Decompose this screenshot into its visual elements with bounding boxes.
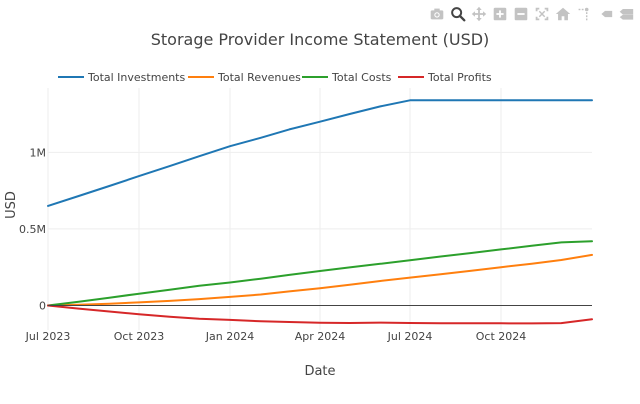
zoom-button[interactable] (448, 4, 468, 24)
spike-lines-icon (575, 5, 593, 23)
zoom-in-icon (491, 5, 509, 23)
autoscale-icon (533, 5, 551, 23)
spike-lines-button[interactable] (574, 4, 594, 24)
series-line-total-revenues[interactable] (47, 253, 593, 307)
chart-title: Storage Provider Income Statement (USD) (151, 30, 490, 49)
zoom-icon (449, 5, 467, 23)
y-tick-label: 0.5M (19, 223, 46, 236)
y-axis-title: USD (4, 191, 19, 219)
legend-item-total-profits[interactable]: Total Profits (398, 71, 492, 84)
modebar (427, 4, 636, 24)
camera-icon (428, 5, 446, 23)
autoscale-button[interactable] (532, 4, 552, 24)
pan-button[interactable] (469, 4, 489, 24)
legend-label: Total Costs (331, 71, 392, 84)
legend-item-total-revenues[interactable]: Total Revenues (188, 71, 301, 84)
x-axis-title: Date (304, 364, 335, 379)
x-tick-label: Jul 2023 (25, 330, 71, 343)
camera-button[interactable] (427, 4, 447, 24)
pan-icon (470, 5, 488, 23)
legend-label: Total Profits (427, 71, 492, 84)
series-line-total-profits[interactable] (47, 304, 593, 325)
series-line-total-costs[interactable] (47, 240, 593, 307)
zoom-out-icon (512, 5, 530, 23)
y-tick-label: 0 (39, 299, 46, 312)
legend-item-total-costs[interactable]: Total Costs (302, 71, 392, 84)
hover-compare-icon (617, 5, 635, 23)
x-tick-label: Jan 2024 (205, 330, 254, 343)
series-line-total-investments[interactable] (47, 99, 593, 207)
legend-item-total-investments[interactable]: Total Investments (58, 71, 185, 84)
x-tick-label: Jul 2024 (387, 330, 433, 343)
reset-axes-button[interactable] (553, 4, 573, 24)
zoom-out-button[interactable] (511, 4, 531, 24)
zoom-in-button[interactable] (490, 4, 510, 24)
x-tick-label: Oct 2023 (114, 330, 165, 343)
hover-compare-button[interactable] (616, 4, 636, 24)
x-tick-label: Oct 2024 (476, 330, 527, 343)
reset-axes-icon (554, 5, 572, 23)
hover-closest-button[interactable] (595, 4, 615, 24)
legend-label: Total Investments (87, 71, 185, 84)
legend-label: Total Revenues (217, 71, 301, 84)
x-tick-label: Apr 2024 (295, 330, 346, 343)
y-tick-label: 1M (30, 146, 47, 159)
hover-closest-icon (596, 5, 614, 23)
